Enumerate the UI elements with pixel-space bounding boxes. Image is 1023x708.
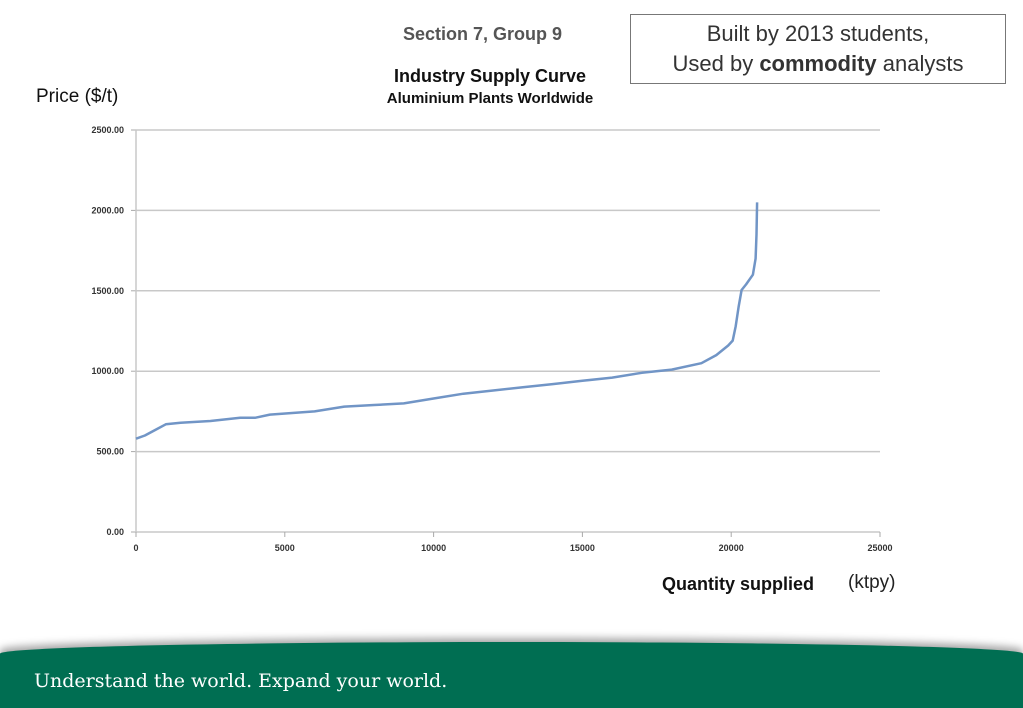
info-badge: Built by 2013 students, Used by commodit… <box>630 14 1006 84</box>
footer-tagline: Understand the world. Expand your world. <box>34 670 448 692</box>
x-tick-label: 10000 <box>421 543 446 553</box>
chart-subtitle: Aluminium Plants Worldwide <box>386 90 594 107</box>
y-tick-label: 500.00 <box>96 447 124 457</box>
badge-line-1: Built by 2013 students, <box>706 21 930 46</box>
y-tick-label: 2500.00 <box>91 125 124 135</box>
y-tick-label: 0.00 <box>106 527 124 537</box>
x-tick-label: 20000 <box>719 543 744 553</box>
badge-prefix: Used by <box>672 51 760 76</box>
badge-suffix: analysts <box>876 51 964 76</box>
chart-title: Industry Supply Curve <box>393 66 587 86</box>
x-tick-label: 25000 <box>867 543 892 553</box>
x-axis-label: Quantity supplied <box>662 574 815 594</box>
x-tick-label: 15000 <box>570 543 595 553</box>
x-tick-label: 0 <box>133 543 138 553</box>
y-tick-label: 2000.00 <box>91 205 124 215</box>
y-axis-label: Price ($/t) <box>36 86 119 107</box>
supply-curve-chart: 0.00 500.00 1000.00 1500.00 2000.00 2500.00 0 5… <box>91 125 892 553</box>
y-tick-label: 1000.00 <box>91 366 124 376</box>
badge-bold: commodity <box>759 51 877 76</box>
y-tick-label: 1500.00 <box>91 286 124 296</box>
x-axis-unit: (ktpy) <box>848 572 896 593</box>
supply-curve-line <box>135 202 759 440</box>
footer-banner <box>0 642 1023 708</box>
section-label: Section 7, Group 9 <box>403 24 563 44</box>
x-tick-label: 5000 <box>275 543 295 553</box>
badge-line-2: Used by commodity analysts <box>631 49 1005 79</box>
